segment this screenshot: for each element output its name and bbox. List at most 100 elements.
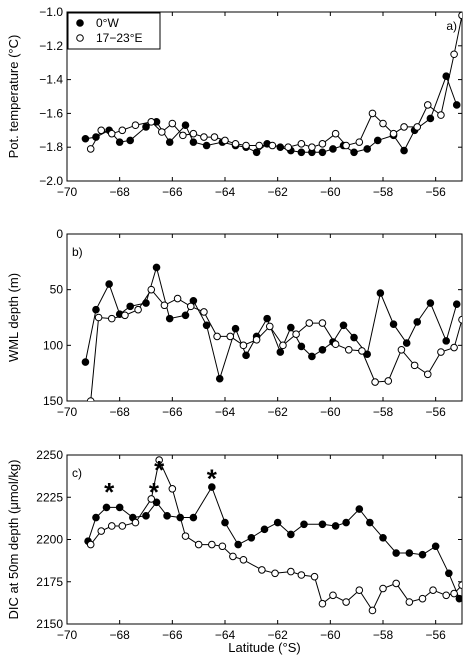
data-point <box>179 131 187 140</box>
data-point <box>458 12 462 20</box>
y-axis-label: WML depth (m) <box>6 273 21 362</box>
data-point <box>258 566 266 574</box>
data-point <box>181 311 190 320</box>
x-tick-label: −64 <box>215 628 236 642</box>
data-point <box>287 567 295 576</box>
data-point <box>445 569 453 578</box>
data-point <box>168 119 177 128</box>
data-point <box>102 503 111 512</box>
data-point <box>405 549 414 557</box>
data-point <box>318 148 327 157</box>
data-point <box>410 361 419 370</box>
data-point <box>392 579 400 588</box>
y-tick-label: 50 <box>50 283 64 297</box>
x-tick-label: −62 <box>267 185 288 199</box>
data-point <box>297 571 306 579</box>
data-point <box>442 337 451 345</box>
data-point <box>329 591 337 600</box>
y-tick-label: 2175 <box>36 575 63 589</box>
y-tick-label: −1.8 <box>39 140 63 154</box>
data-point <box>355 586 364 595</box>
data-point <box>292 330 300 339</box>
data-point <box>147 495 156 503</box>
data-point <box>163 512 171 520</box>
x-tick-label: −70 <box>57 628 78 642</box>
series-filled <box>84 483 462 603</box>
data-point <box>268 141 277 150</box>
data-point <box>450 343 458 352</box>
data-point <box>189 513 198 522</box>
data-point <box>97 126 106 135</box>
data-point <box>363 145 372 153</box>
data-point <box>221 136 229 145</box>
panel-dic: −70 −68 −66 −64 −62 −60 −58 −56 2150 2175 2200 2225… <box>6 448 463 655</box>
data-point <box>118 126 127 135</box>
data-point <box>165 138 174 146</box>
data-point <box>318 599 327 608</box>
data-point <box>355 138 364 146</box>
data-point <box>305 319 314 327</box>
x-tick-label: −58 <box>373 185 394 199</box>
x-tick-label: −66 <box>162 185 183 199</box>
x-tick-label: −68 <box>109 405 130 419</box>
data-point <box>431 542 440 551</box>
data-point <box>265 322 274 331</box>
y-tick-label: 2225 <box>36 490 63 504</box>
panel-wml-depth: −70 −68 −66 −64 −62 −60 −58 −56 0 50 100 150 WML dep… <box>6 227 463 419</box>
data-point <box>418 594 427 603</box>
data-point <box>368 606 377 615</box>
y-axis-label: Pot. temperature (°C) <box>6 35 21 159</box>
data-point <box>213 332 221 341</box>
data-point <box>450 50 458 59</box>
data-point <box>379 119 387 128</box>
y-tick-label: −1.0 <box>39 5 63 19</box>
data-point <box>131 518 140 527</box>
data-point <box>202 321 211 330</box>
data-point <box>318 319 327 327</box>
data-point <box>329 145 337 153</box>
significance-asterisk: * <box>104 477 115 507</box>
significance-asterisk: * <box>207 463 218 493</box>
data-point <box>152 263 161 272</box>
data-point <box>350 148 358 157</box>
panel-label: a) <box>446 19 457 33</box>
series-open <box>86 285 462 401</box>
data-point <box>105 280 113 288</box>
data-point <box>147 118 156 126</box>
data-point <box>358 347 366 355</box>
data-point <box>389 129 398 138</box>
data-point <box>200 308 208 316</box>
data-point <box>86 397 95 401</box>
x-tick-label: −56 <box>425 405 446 419</box>
x-tick-label: −66 <box>162 405 183 419</box>
y-axis-label: DIC at 50m depth (μmol/kg) <box>6 460 21 620</box>
data-point <box>218 542 227 551</box>
x-tick-label: −58 <box>373 405 394 419</box>
data-point <box>247 534 256 542</box>
data-point <box>350 333 358 342</box>
data-point <box>208 540 216 549</box>
data-point <box>437 348 445 356</box>
x-tick-label: −68 <box>109 628 130 642</box>
data-point <box>297 140 306 148</box>
data-point <box>189 138 198 146</box>
data-point <box>107 314 116 323</box>
data-point <box>107 522 116 530</box>
x-tick-label: −70 <box>57 405 78 419</box>
data-point <box>366 518 374 527</box>
panel-temperature: −70 −68 −66 −64 −62 −60 −58 −56 −2.0 −1.8 −1.6 −1.4… <box>6 5 463 199</box>
series-filled <box>81 263 461 383</box>
data-point <box>242 351 250 360</box>
data-point <box>142 123 150 131</box>
data-point <box>318 520 327 529</box>
data-point <box>423 101 432 109</box>
data-point <box>342 518 350 527</box>
data-point <box>152 498 161 507</box>
legend-marker <box>76 19 84 27</box>
x-tick-label: −66 <box>162 628 183 642</box>
data-point <box>131 121 140 130</box>
data-point <box>239 555 248 564</box>
data-point <box>276 143 285 151</box>
x-tick-label: −56 <box>425 185 446 199</box>
data-point <box>97 527 106 535</box>
